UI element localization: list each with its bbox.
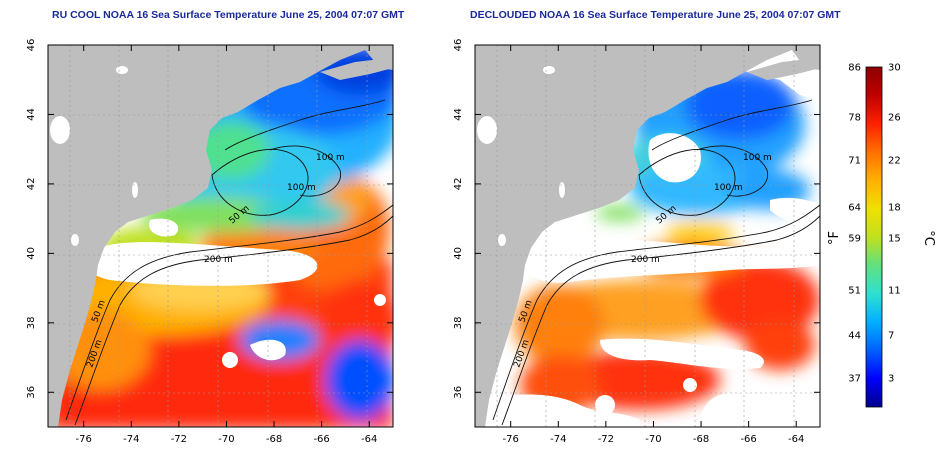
left-contours	[65, 99, 393, 426]
left-contour-label: 100 m	[316, 153, 345, 163]
x-tick-label: -74	[123, 434, 139, 445]
x-tick-label: -66	[740, 434, 756, 445]
colorbar-f-tick-label: 59	[848, 234, 861, 245]
right-grid	[475, 45, 820, 427]
y-tick-label: 46	[26, 39, 37, 52]
colorbar-c-tick-label: 30	[888, 63, 901, 74]
colorbar-fahrenheit-unit: °F	[827, 231, 842, 245]
left-contour-label: 100 m	[287, 183, 316, 193]
left-grid	[48, 45, 393, 427]
left-map: 100 m 100 m 50 m 200 m 50 m 200 m -76 -74…	[26, 39, 394, 445]
colorbar-c-tick-label: 22	[888, 156, 901, 167]
colorbar-c-tick-label: 7	[888, 331, 894, 342]
colorbar-f-tick-label: 71	[848, 156, 861, 167]
y-tick-label: 44	[26, 108, 37, 121]
right-land	[475, 45, 820, 427]
x-tick-label: -74	[550, 434, 566, 445]
left-nova-scotia	[320, 58, 393, 80]
right-map: 100 m 100 m 50 m 200 m 50 m 200 m -76 -74…	[453, 39, 821, 445]
left-lakes	[50, 66, 138, 246]
y-tick-label: 40	[453, 247, 464, 260]
x-tick-label: -76	[76, 434, 92, 445]
right-axes: -76 -74 -72 -70 -68 -66 -64 36 38 40 42 44 46	[453, 39, 820, 445]
y-tick-label: 40	[26, 247, 37, 260]
x-tick-label: -66	[313, 434, 329, 445]
y-tick-label: 36	[453, 386, 464, 399]
y-tick-label: 38	[26, 316, 37, 329]
colorbar-f-tick-label: 44	[848, 331, 861, 342]
right-contour-label: 200 m	[631, 255, 660, 265]
colorbar-f-tick-label: 37	[848, 374, 861, 385]
x-tick-label: -70	[218, 434, 234, 445]
colorbar-c-tick-label: 11	[888, 286, 901, 297]
right-contour-label: 100 m	[743, 153, 772, 163]
colorbar: 86 78 71 64 59 51 44 37 30 26 22 18 15 11 7 3 °F °C	[827, 63, 936, 408]
right-contour-label: 100 m	[714, 183, 743, 193]
left-panel-title: RU COOL NOAA 16 Sea Surface Temperature …	[52, 9, 405, 21]
y-tick-label: 42	[26, 178, 37, 191]
colorbar-f-tick-label: 51	[848, 286, 861, 297]
x-tick-label: -64	[361, 434, 377, 445]
colorbar-c-tick-label: 3	[888, 374, 894, 385]
left-axes: -76 -74 -72 -70 -68 -66 -64 36 38 40 42 44 46	[26, 39, 393, 445]
colorbar-c-tick-label: 15	[888, 234, 901, 245]
x-tick-label: -64	[788, 434, 804, 445]
right-panel-title: DECLOUDED NOAA 16 Sea Surface Temperatur…	[470, 9, 841, 21]
x-tick-label: -72	[598, 434, 614, 445]
colorbar-f-tick-label: 86	[848, 63, 861, 74]
colorbar-celsius-unit: °C	[921, 230, 936, 246]
right-nova-scotia	[747, 58, 820, 80]
right-contours	[492, 99, 820, 426]
x-tick-label: -76	[503, 434, 519, 445]
left-contour-label: 200 m	[204, 255, 233, 265]
right-lakes	[477, 66, 565, 246]
colorbar-f-tick-label: 64	[848, 203, 861, 214]
colorbar-ticks: 86 78 71 64 59 51 44 37 30 26 22 18 15 11 7 3	[848, 63, 900, 385]
x-tick-label: -68	[266, 434, 282, 445]
y-tick-label: 38	[453, 316, 464, 329]
x-tick-label: -68	[693, 434, 709, 445]
y-tick-label: 42	[453, 178, 464, 191]
y-tick-label: 46	[453, 39, 464, 52]
colorbar-f-tick-label: 78	[848, 113, 861, 124]
colorbar-c-tick-label: 18	[888, 203, 901, 214]
left-land	[48, 45, 393, 427]
y-tick-label: 44	[453, 108, 464, 121]
x-tick-label: -72	[171, 434, 187, 445]
x-tick-label: -70	[645, 434, 661, 445]
colorbar-c-tick-label: 26	[888, 113, 901, 124]
y-tick-label: 36	[26, 386, 37, 399]
